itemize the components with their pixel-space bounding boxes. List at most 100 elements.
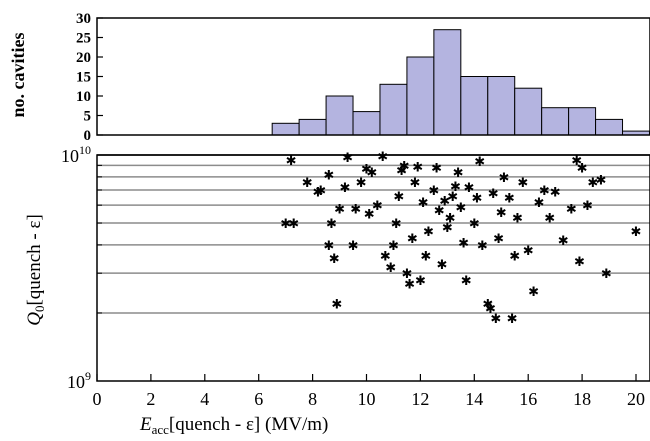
histogram-bars — [271, 29, 650, 136]
scatter-point: ✱ — [477, 239, 488, 254]
scatter-point: ✱ — [512, 211, 523, 226]
scatter-point: ✱ — [493, 232, 504, 247]
y-label-rest: [quench - ε] — [24, 214, 45, 305]
scatter-point: ✱ — [302, 176, 313, 191]
scatter-point: ✱ — [571, 154, 582, 169]
y-label-main: Q — [24, 312, 45, 326]
scatter-x-axis-label: Eacc[quench - ε] (MV/m) — [139, 414, 328, 437]
scatter-point: ✱ — [361, 163, 372, 178]
scatter-point: ✱ — [485, 302, 496, 317]
scatter-point: ✱ — [434, 204, 445, 219]
histogram-bar-3 — [352, 111, 381, 136]
scatter-point: ✱ — [601, 267, 612, 282]
scatter-x-tick-label: 20 — [627, 389, 645, 409]
scatter-point: ✱ — [482, 298, 493, 313]
histogram-y-axis-label: no. cavities — [8, 33, 28, 118]
histogram-bar-6 — [433, 29, 462, 136]
scatter-point: ✱ — [450, 180, 461, 195]
histogram-bar-1 — [298, 118, 327, 136]
scatter-point: ✱ — [474, 155, 485, 170]
scatter-point: ✱ — [428, 184, 439, 199]
histogram-y-tick-label: 0 — [84, 128, 92, 144]
scatter-point: ✱ — [350, 202, 361, 217]
scatter-point: ✱ — [596, 173, 607, 188]
scatter-point: ✱ — [331, 298, 342, 313]
scatter-point: ✱ — [418, 196, 429, 211]
scatter-y-ticks: 1010 109 — [61, 143, 102, 392]
scatter-point: ✱ — [323, 168, 334, 183]
scatter-point: ✱ — [539, 184, 550, 199]
scatter-point: ✱ — [463, 181, 474, 196]
histogram-bar-12 — [595, 118, 624, 136]
scatter-point: ✱ — [423, 225, 434, 240]
x-label-rest: [quench - ε] (MV/m) — [169, 414, 328, 435]
scatter-point: ✱ — [399, 159, 410, 174]
histogram-bar-9 — [514, 87, 543, 136]
scatter-point: ✱ — [339, 181, 350, 196]
scatter-point: ✱ — [391, 217, 402, 232]
scatter-x-tick-label: 10 — [358, 389, 376, 409]
scatter-point: ✱ — [490, 312, 501, 327]
scatter-point: ✱ — [415, 274, 426, 289]
scatter-point: ✱ — [431, 162, 442, 177]
scatter-point: ✱ — [469, 217, 480, 232]
scatter-x-tick-label: 16 — [519, 389, 537, 409]
scatter-point: ✱ — [420, 249, 431, 264]
scatter-point: ✱ — [458, 237, 469, 252]
scatter-point: ✱ — [286, 154, 297, 169]
scatter-point: ✱ — [472, 191, 483, 206]
scatter-point: ✱ — [507, 312, 518, 327]
scatter-point: ✱ — [401, 267, 412, 282]
scatter-point: ✱ — [377, 150, 388, 165]
scatter-point: ✱ — [356, 176, 367, 191]
scatter-point: ✱ — [544, 211, 555, 226]
scatter-point: ✱ — [455, 201, 466, 216]
histogram-frame — [96, 17, 650, 136]
scatter-point: ✱ — [498, 171, 509, 186]
scatter-y-tick-label: 109 — [67, 369, 91, 392]
y-label-sub: 0 — [32, 306, 47, 313]
scatter-point: ✱ — [329, 252, 340, 267]
histogram-bar-11 — [568, 107, 597, 136]
scatter-point: ✱ — [582, 199, 593, 214]
scatter-x-tick-label: 18 — [573, 389, 591, 409]
scatter-x-tick-label: 8 — [308, 389, 317, 409]
scatter-x-tick-label: 0 — [93, 389, 102, 409]
scatter-point: ✱ — [280, 217, 291, 232]
scatter-x-tick-label: 6 — [254, 389, 263, 409]
scatter-point: ✱ — [488, 187, 499, 202]
scatter-point: ✱ — [523, 244, 534, 259]
histogram-bar-10 — [541, 107, 570, 136]
scatter-point: ✱ — [348, 239, 359, 254]
scatter-point: ✱ — [550, 185, 561, 200]
scatter-point: ✱ — [334, 202, 345, 217]
scatter-points: ✱✱✱✱✱✱✱✱✱✱✱✱✱✱✱✱✱✱✱✱✱✱✱✱✱✱✱✱✱✱✱✱✱✱✱✱✱✱✱✱… — [280, 150, 641, 327]
scatter-point: ✱ — [461, 274, 472, 289]
histogram-bar-7 — [460, 76, 489, 136]
scatter-point: ✱ — [288, 217, 299, 232]
scatter-point: ✱ — [323, 239, 334, 254]
scatter-point: ✱ — [326, 217, 337, 232]
histogram-bar-5 — [406, 56, 435, 136]
x-label-main: E — [139, 414, 152, 435]
scatter-point: ✱ — [504, 191, 515, 206]
scatter-x-tick-label: 2 — [146, 389, 155, 409]
scatter-point: ✱ — [315, 184, 326, 199]
scatter-point: ✱ — [366, 166, 377, 181]
scatter-y-axis-label: Q0[quench - ε] — [24, 214, 47, 326]
histogram-y-tick-label: 5 — [84, 109, 92, 125]
scatter-point: ✱ — [566, 202, 577, 217]
scatter-x-tick-label: 14 — [465, 389, 483, 409]
scatter-point: ✱ — [574, 255, 585, 270]
scatter-point: ✱ — [528, 285, 539, 300]
scatter-point: ✱ — [534, 196, 545, 211]
histogram-bar-4 — [379, 83, 408, 136]
scatter-panel: ✱✱✱✱✱✱✱✱✱✱✱✱✱✱✱✱✱✱✱✱✱✱✱✱✱✱✱✱✱✱✱✱✱✱✱✱✱✱✱✱… — [24, 143, 650, 437]
scatter-point: ✱ — [364, 208, 375, 223]
scatter-point: ✱ — [439, 194, 450, 209]
scatter-point: ✱ — [404, 278, 415, 293]
scatter-x-tick-label: 12 — [411, 389, 429, 409]
scatter-point: ✱ — [388, 239, 399, 254]
histogram-y-ticks: 0 5 10 15 20 25 30 — [76, 11, 103, 144]
